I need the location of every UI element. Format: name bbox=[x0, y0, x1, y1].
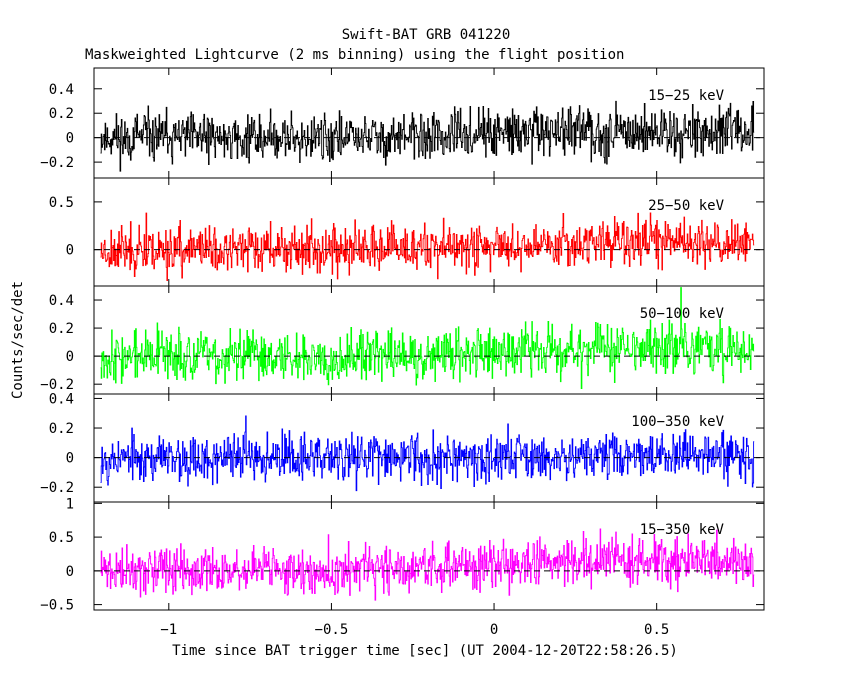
y-tick-label: 0 bbox=[66, 451, 74, 467]
y-tick-label: −0.2 bbox=[40, 377, 74, 393]
panel-3: −0.2 0 0.2 0.4 50−100 keV bbox=[40, 285, 765, 395]
panel-1: −0.2 0 0.2 0.4 15−25 keV bbox=[40, 67, 765, 179]
x-axis-label: Time since BAT trigger time [sec] (UT 20… bbox=[172, 643, 678, 659]
y-tick-label: 0.2 bbox=[49, 421, 74, 437]
x-tick-label: −1 bbox=[160, 622, 177, 638]
panel-frame bbox=[93, 285, 765, 395]
band-label: 100−350 keV bbox=[631, 414, 724, 430]
y-tick-label: −0.2 bbox=[40, 155, 74, 171]
y-tick-label: 0 bbox=[66, 243, 74, 259]
panel-5: −0.5 0 0.5 1 15−350 keV bbox=[40, 496, 765, 614]
y-tick-label: 0 bbox=[66, 131, 74, 147]
series-line bbox=[100, 212, 755, 282]
y-tick-label: −0.5 bbox=[40, 598, 74, 614]
y-tick-label: 0.2 bbox=[49, 321, 74, 337]
chart-subtitle: Maskweighted Lightcurve (2 ms binning) u… bbox=[85, 47, 624, 63]
x-tick-label: 0.5 bbox=[644, 622, 669, 638]
panel-2: 0 0.5 25−50 keV bbox=[49, 177, 765, 287]
series-line bbox=[100, 528, 755, 601]
y-tick-label: 0.5 bbox=[49, 530, 74, 546]
y-tick-label: 0.4 bbox=[49, 391, 74, 407]
y-tick-label: 0.5 bbox=[49, 195, 74, 211]
series-line bbox=[100, 100, 755, 172]
y-tick-label: 0.4 bbox=[49, 293, 74, 309]
series-line bbox=[100, 415, 755, 492]
panel-4: −0.2 0 0.2 0.4 100−350 keV bbox=[40, 391, 765, 503]
x-tick-label: 0 bbox=[490, 622, 498, 638]
band-label: 50−100 keV bbox=[640, 306, 725, 322]
series-line bbox=[100, 287, 755, 389]
panels-group: −0.2 0 0.2 0.4 15−25 keV 0 0.5 25−50 keV −0.2 0 0.… bbox=[40, 67, 765, 638]
x-tick-label: −0.5 bbox=[315, 622, 349, 638]
band-label: 15−25 keV bbox=[648, 88, 724, 104]
y-tick-label: 0.4 bbox=[49, 82, 74, 98]
y-axis-label: Counts/sec/det bbox=[10, 281, 26, 399]
band-label: 15−350 keV bbox=[640, 522, 725, 538]
band-label: 25−50 keV bbox=[648, 198, 724, 214]
panel-frame bbox=[93, 177, 765, 287]
y-tick-label: 0.2 bbox=[49, 106, 74, 122]
chart-title: Swift-BAT GRB 041220 bbox=[342, 27, 511, 43]
panel-frame bbox=[93, 501, 765, 611]
y-tick-label: 1 bbox=[66, 496, 74, 512]
y-tick-label: 0 bbox=[66, 349, 74, 365]
y-tick-label: −0.2 bbox=[40, 480, 74, 496]
y-tick-label: 0 bbox=[66, 564, 74, 580]
